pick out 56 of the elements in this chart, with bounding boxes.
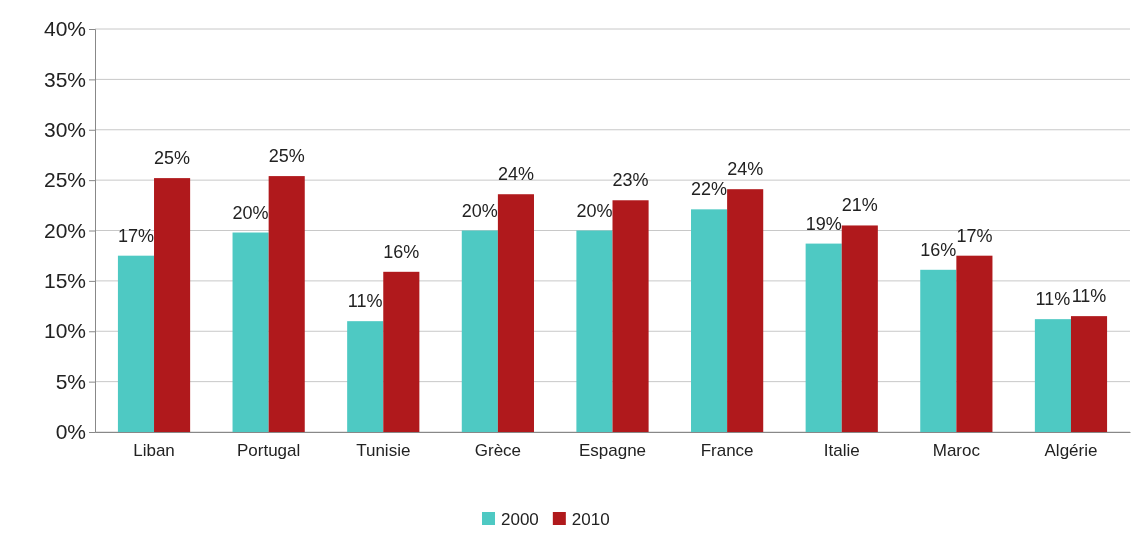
data-label: 20% — [576, 200, 613, 221]
legend-label: 2010 — [571, 510, 610, 529]
y-tick-label: 0% — [55, 420, 86, 444]
y-tick-label: 30% — [43, 117, 86, 141]
data-label: 11% — [1071, 286, 1107, 307]
data-label: 21% — [841, 195, 878, 216]
data-label: 23% — [612, 170, 649, 191]
bar — [268, 176, 305, 432]
bar — [805, 243, 842, 432]
bar — [612, 200, 649, 432]
data-label: 25% — [268, 146, 305, 167]
y-tick-label: 20% — [43, 218, 86, 242]
data-label: 16% — [383, 241, 420, 262]
bar — [1034, 319, 1071, 432]
data-label: 11% — [1035, 289, 1071, 310]
bar — [347, 321, 384, 432]
bar — [841, 225, 878, 432]
y-tick-label: 15% — [43, 269, 86, 293]
x-tick-label: France — [700, 441, 754, 461]
y-tick-label: 40% — [43, 17, 86, 41]
bar — [232, 232, 269, 432]
x-tick-label: Tunisie — [356, 441, 411, 461]
y-tick-label: 5% — [55, 369, 86, 393]
data-label: 20% — [461, 200, 498, 221]
bar — [576, 230, 613, 432]
x-tick-label: Italie — [823, 441, 860, 461]
data-label: 19% — [805, 213, 842, 234]
y-tick-label: 35% — [43, 67, 86, 91]
x-tick-label: Liban — [133, 441, 175, 461]
bar — [1070, 316, 1108, 432]
bar — [691, 209, 728, 432]
bar — [383, 271, 420, 432]
bar — [497, 194, 534, 432]
data-label: 11% — [347, 291, 383, 312]
data-label: 20% — [232, 202, 269, 223]
bar — [920, 269, 957, 432]
y-tick-label: 10% — [43, 319, 86, 343]
x-tick-label: Espagne — [578, 441, 647, 461]
x-tick-label: Portugal — [236, 441, 301, 461]
data-label: 17% — [117, 225, 154, 246]
data-label: 24% — [497, 164, 534, 185]
x-tick-label: Algérie — [1044, 441, 1098, 461]
data-label: 17% — [956, 225, 993, 246]
data-label: 25% — [154, 148, 191, 169]
bar — [956, 255, 993, 432]
data-label: 24% — [727, 159, 764, 180]
bar — [117, 255, 155, 432]
bar — [727, 189, 764, 432]
y-tick-label: 25% — [43, 168, 86, 192]
bar — [461, 230, 498, 432]
legend-label: 2000 — [501, 510, 539, 529]
data-label: 22% — [691, 179, 728, 200]
data-label: 16% — [920, 239, 957, 260]
bar — [154, 178, 191, 432]
x-tick-label: Grèce — [474, 441, 522, 461]
x-tick-label: Maroc — [932, 441, 981, 461]
